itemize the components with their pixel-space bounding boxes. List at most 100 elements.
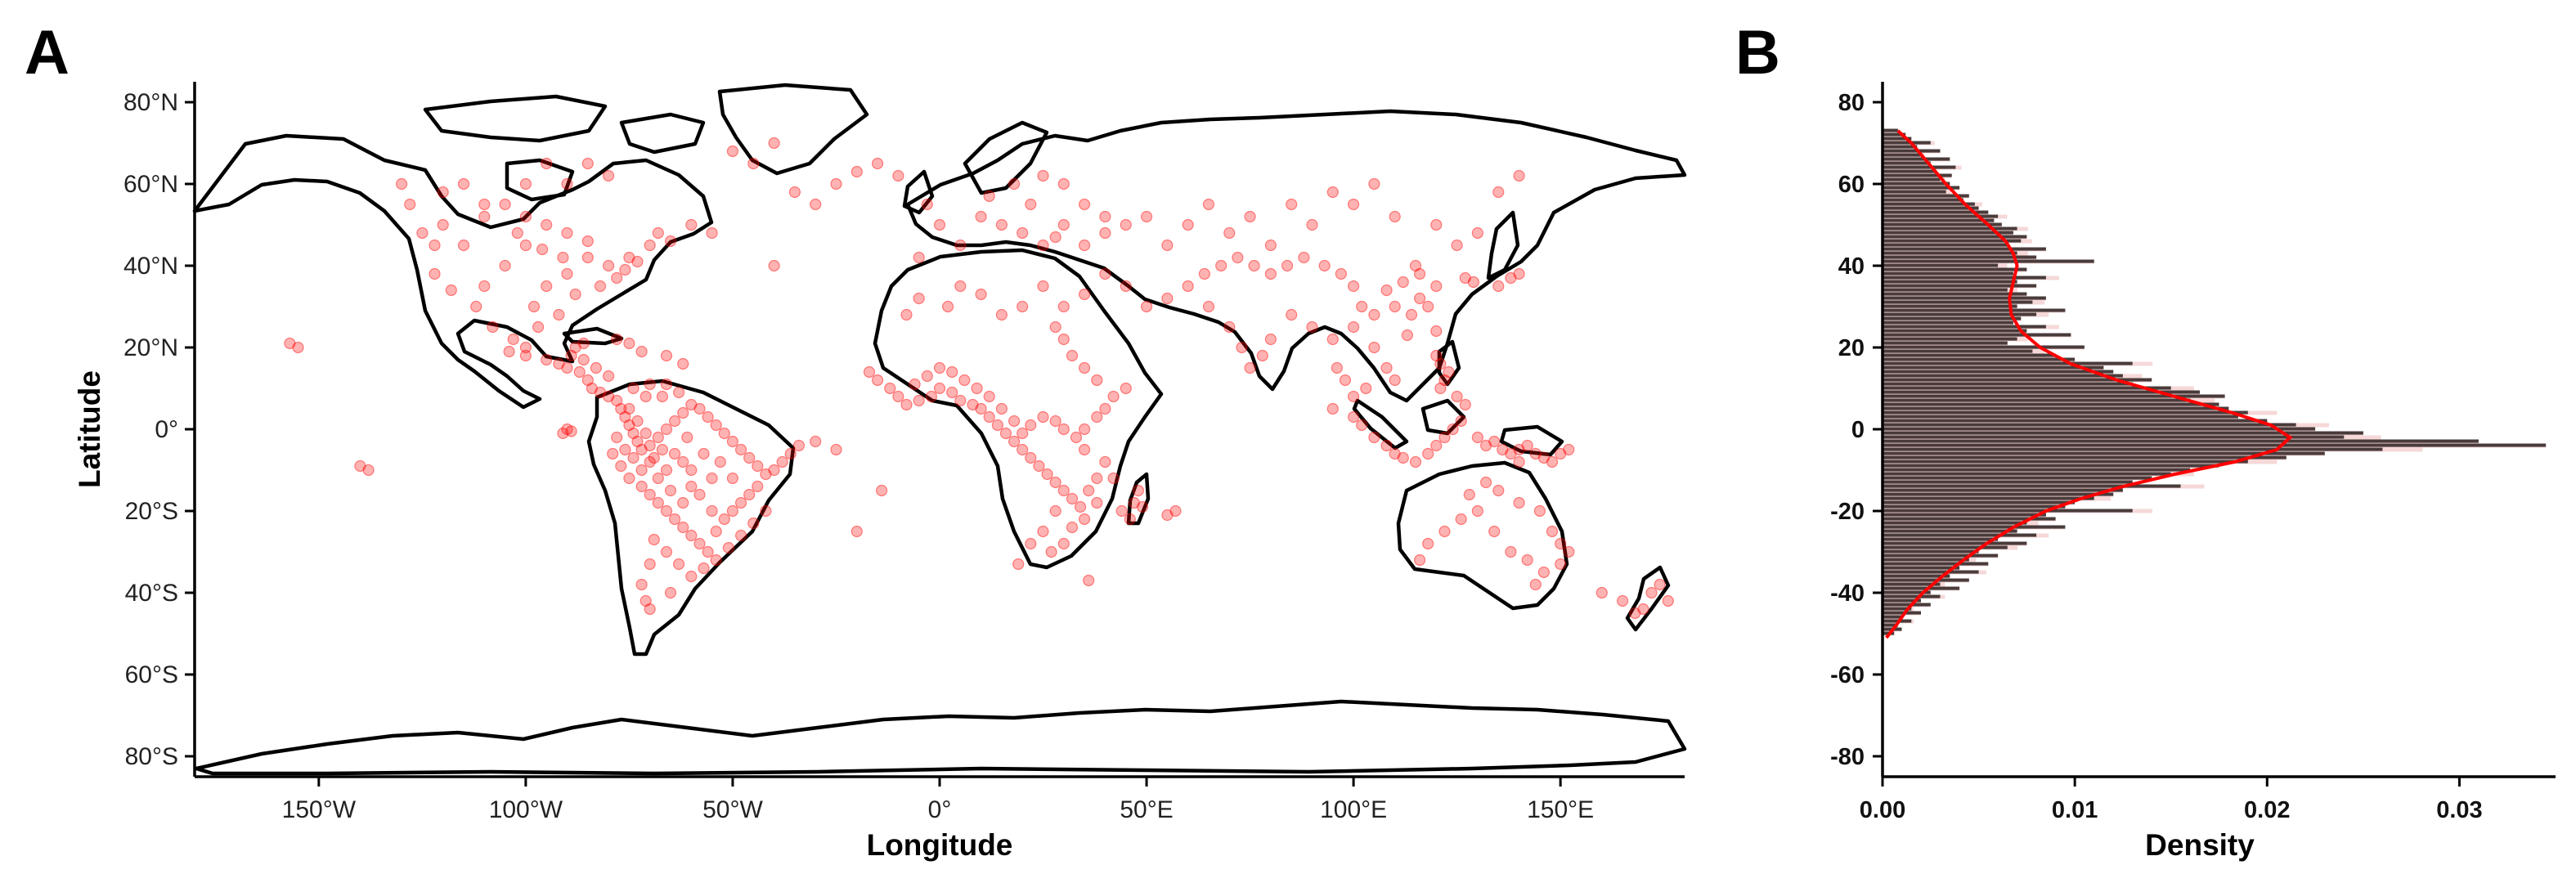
map-point — [921, 198, 933, 211]
map-point — [561, 267, 573, 280]
map-point — [1513, 169, 1525, 182]
map-point — [553, 308, 565, 321]
histogram-bar — [1883, 271, 2013, 276]
map-point — [478, 210, 491, 223]
map-point — [1434, 357, 1447, 370]
map-point — [1368, 431, 1380, 444]
map-point — [1347, 198, 1360, 211]
map-point — [792, 439, 806, 452]
map-point — [1347, 410, 1360, 424]
map-x-tick-label: 50°E — [1120, 796, 1173, 823]
map-point — [706, 472, 718, 485]
map-point — [685, 464, 698, 477]
histogram-bar — [1883, 341, 2008, 345]
map-point — [577, 337, 590, 350]
histogram-bar — [1883, 517, 2056, 521]
map-point — [429, 239, 441, 252]
map-point — [1037, 280, 1049, 293]
histogram-bar — [1883, 329, 2027, 333]
histogram-bar — [1883, 231, 2013, 235]
map-point — [1057, 484, 1070, 497]
histogram-bar — [1883, 476, 2152, 480]
map-point — [991, 419, 1004, 432]
map-point — [541, 280, 553, 293]
histogram-bar — [1883, 406, 2229, 410]
map-point — [561, 177, 573, 190]
map-point — [561, 361, 573, 374]
map-point — [1356, 300, 1368, 313]
histogram-bar — [1883, 504, 2066, 509]
map-point — [714, 455, 726, 468]
map-point — [1430, 349, 1443, 362]
histogram-bar — [1883, 398, 2191, 402]
histogram-bar — [1883, 513, 2046, 517]
map-point — [1124, 513, 1136, 526]
map-x-tick-label: 100°W — [489, 796, 563, 823]
coast-sumatra — [1352, 398, 1409, 450]
map-point — [511, 226, 523, 240]
map-point — [734, 496, 747, 509]
histogram-bar — [1883, 214, 1999, 218]
map-point — [1595, 586, 1608, 599]
coast-north-arctic — [423, 94, 608, 143]
histogram-bar — [1883, 525, 2066, 529]
map-point — [1438, 374, 1451, 387]
map-point — [1057, 177, 1070, 190]
map-point — [734, 443, 747, 456]
histogram-bar — [1883, 141, 1931, 145]
map-point — [677, 406, 689, 419]
coast-south-america — [586, 379, 796, 657]
map-point — [644, 488, 656, 501]
map-point — [892, 169, 904, 182]
map-point — [1331, 361, 1344, 374]
map-point — [1413, 554, 1426, 567]
map-point — [615, 402, 627, 415]
map-point — [1215, 259, 1227, 272]
map-point — [1537, 566, 1551, 579]
map-point — [685, 570, 698, 583]
map-point — [1091, 496, 1103, 509]
map-point — [1413, 292, 1426, 305]
map-y-tick-label: 40°S — [125, 580, 178, 607]
map-point — [519, 341, 532, 354]
map-point — [995, 218, 1008, 231]
coast-north-arctic-2 — [619, 112, 706, 155]
map-point — [1306, 218, 1318, 231]
map-point — [1078, 239, 1091, 252]
map-point — [635, 443, 648, 456]
histogram-bar — [1883, 345, 2085, 349]
map-point — [1380, 284, 1393, 297]
map-point — [760, 468, 772, 481]
map-point — [1430, 280, 1443, 293]
histogram-bar — [1883, 402, 2219, 406]
histogram-bar — [1883, 349, 2033, 353]
map-point — [752, 480, 764, 493]
map-point — [668, 513, 681, 526]
map-point — [1091, 472, 1103, 485]
map-point — [581, 251, 594, 264]
histogram-bar — [1883, 509, 2133, 513]
map-point — [1422, 300, 1434, 313]
map-point — [457, 177, 470, 190]
map-point — [660, 504, 673, 518]
histogram-bar — [1883, 320, 2013, 325]
map-point — [830, 177, 842, 190]
histogram-bar — [1883, 337, 2017, 341]
map-point — [871, 157, 884, 170]
map-point — [1513, 267, 1525, 280]
histogram-bar — [1883, 410, 2248, 415]
map-point — [1016, 226, 1029, 240]
histogram-bar — [1883, 549, 1979, 554]
map-point — [1045, 545, 1057, 558]
coast-new-zealand — [1625, 565, 1671, 632]
histogram-bar — [1883, 472, 2171, 476]
map-point — [768, 137, 780, 150]
map-point — [1318, 259, 1331, 272]
map-point — [519, 349, 532, 362]
histogram-bar — [1883, 247, 2046, 251]
map-point — [722, 541, 735, 554]
map-point — [1513, 443, 1525, 456]
map-point — [602, 259, 615, 272]
map-point — [1326, 333, 1339, 346]
coast-cuba — [562, 326, 624, 346]
